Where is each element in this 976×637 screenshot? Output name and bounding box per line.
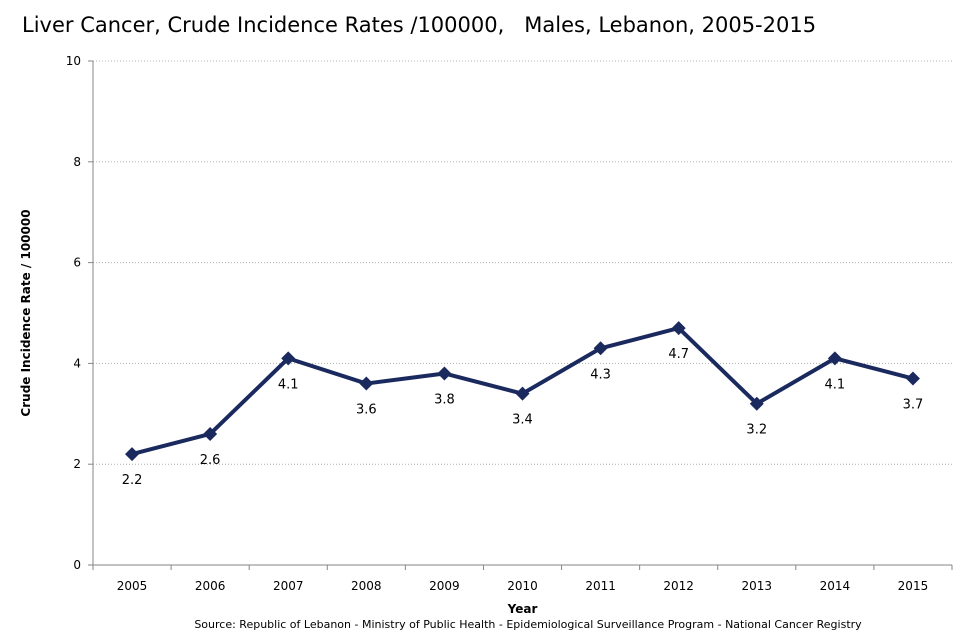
source-text: Source: Republic of Lebanon - Ministry o…	[194, 618, 862, 631]
x-tick-label: 2014	[820, 579, 851, 593]
data-label: 4.1	[825, 377, 846, 392]
x-tick-label: 2008	[351, 579, 382, 593]
x-tick-label: 2007	[273, 579, 304, 593]
x-tick-label: 2010	[507, 579, 538, 593]
data-label: 2.2	[122, 473, 143, 488]
y-tick-label: 6	[73, 256, 81, 270]
data-label: 4.7	[668, 347, 689, 362]
y-tick-label: 4	[73, 356, 81, 370]
data-label: 4.3	[590, 367, 611, 382]
x-tick-label: 2009	[429, 579, 460, 593]
y-tick-label: 2	[73, 457, 81, 471]
data-point-marker	[281, 351, 296, 366]
data-point-marker	[593, 341, 608, 356]
chart-title: Liver Cancer, Crude Incidence Rates /100…	[22, 13, 817, 37]
x-tick-label: 2013	[741, 579, 772, 593]
source-note: Source: Republic of Lebanon - Ministry o…	[0, 618, 976, 631]
y-tick-label: 10	[66, 54, 81, 68]
y-axis-title: Crude Incidence Rate / 100000	[19, 209, 33, 416]
x-axis-title: Year	[507, 602, 538, 616]
data-label: 4.1	[278, 377, 299, 392]
data-label: 3.4	[512, 413, 533, 428]
x-tick-label: 2015	[898, 579, 929, 593]
y-tick-label: 8	[73, 155, 81, 169]
data-label: 3.8	[434, 392, 455, 407]
data-point-marker	[359, 376, 374, 391]
data-point-marker	[827, 351, 842, 366]
data-point-marker	[671, 321, 686, 336]
data-point-marker	[437, 366, 452, 381]
x-tick-label: 2011	[585, 579, 616, 593]
data-point-marker	[515, 386, 530, 401]
y-tick-label: 0	[73, 558, 81, 572]
data-point-marker	[905, 371, 920, 386]
data-label: 2.6	[200, 453, 221, 468]
data-label: 3.2	[746, 423, 767, 438]
data-point-marker	[203, 426, 218, 441]
data-label: 3.6	[356, 403, 377, 418]
data-point-marker	[125, 447, 140, 462]
data-label: 3.7	[903, 398, 924, 413]
x-tick-label: 2005	[117, 579, 148, 593]
x-tick-label: 2012	[663, 579, 694, 593]
data-point-marker	[749, 396, 764, 411]
x-tick-label: 2006	[195, 579, 226, 593]
